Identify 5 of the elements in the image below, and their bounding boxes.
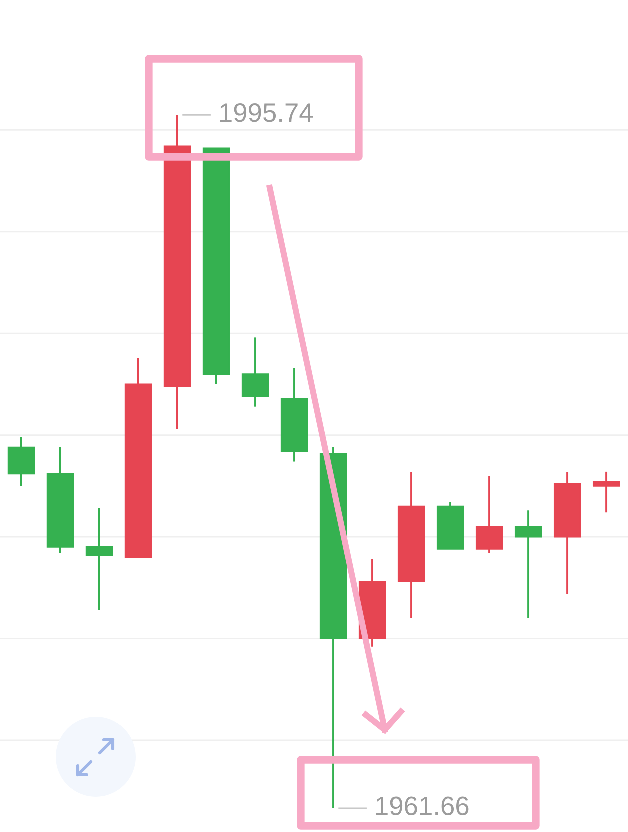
annotation: 1995.74 (220, 104, 314, 122)
annotation: 1961.66 (376, 796, 469, 816)
candlestick (86, 508, 114, 612)
candlestick (514, 510, 542, 620)
candlestick (592, 470, 620, 514)
